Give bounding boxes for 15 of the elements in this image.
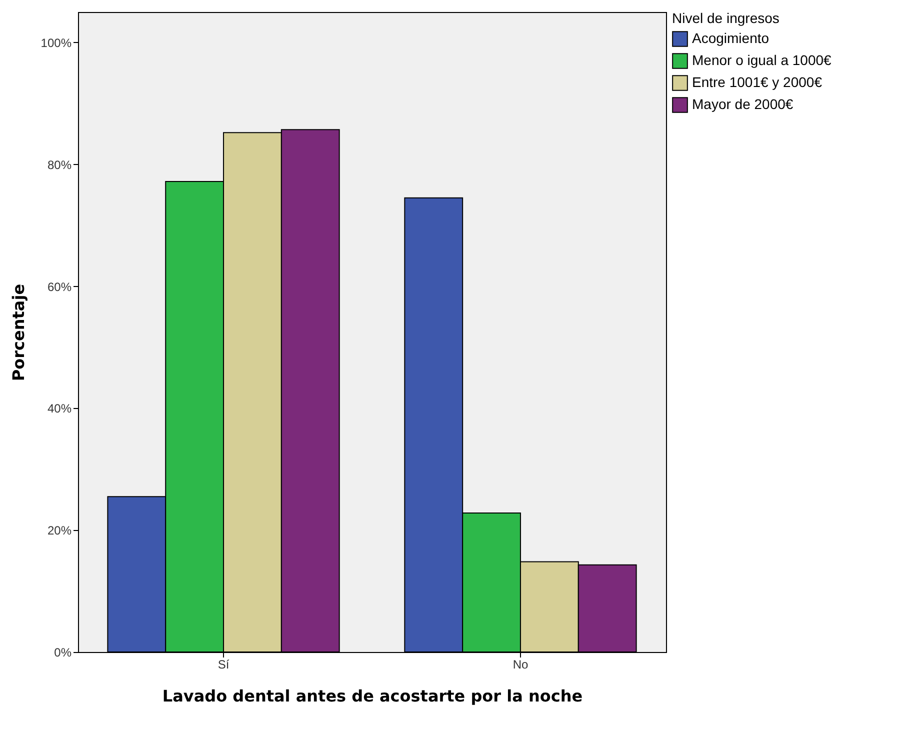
legend-title: Nivel de ingresos — [672, 10, 780, 26]
x-axis-title: Lavado dental antes de acostarte por la noche — [162, 686, 583, 706]
y-tick-label: 0% — [54, 646, 72, 660]
x-tick-label: No — [512, 658, 528, 672]
legend-label: Entre 1001€ y 2000€ — [692, 74, 822, 90]
y-axis-title: Porcentaje — [8, 284, 28, 382]
y-tick-label: 80% — [47, 158, 72, 172]
legend-label: Mayor de 2000€ — [692, 96, 794, 112]
y-tick-label: 40% — [47, 402, 72, 416]
legend-label: Menor o igual a 1000€ — [692, 52, 832, 68]
y-tick-label: 60% — [47, 280, 72, 294]
legend-label: Acogimiento — [692, 30, 770, 46]
y-tick-label: 100% — [40, 36, 72, 50]
y-tick-label: 20% — [47, 524, 72, 538]
x-tick-label: Sí — [218, 658, 230, 672]
